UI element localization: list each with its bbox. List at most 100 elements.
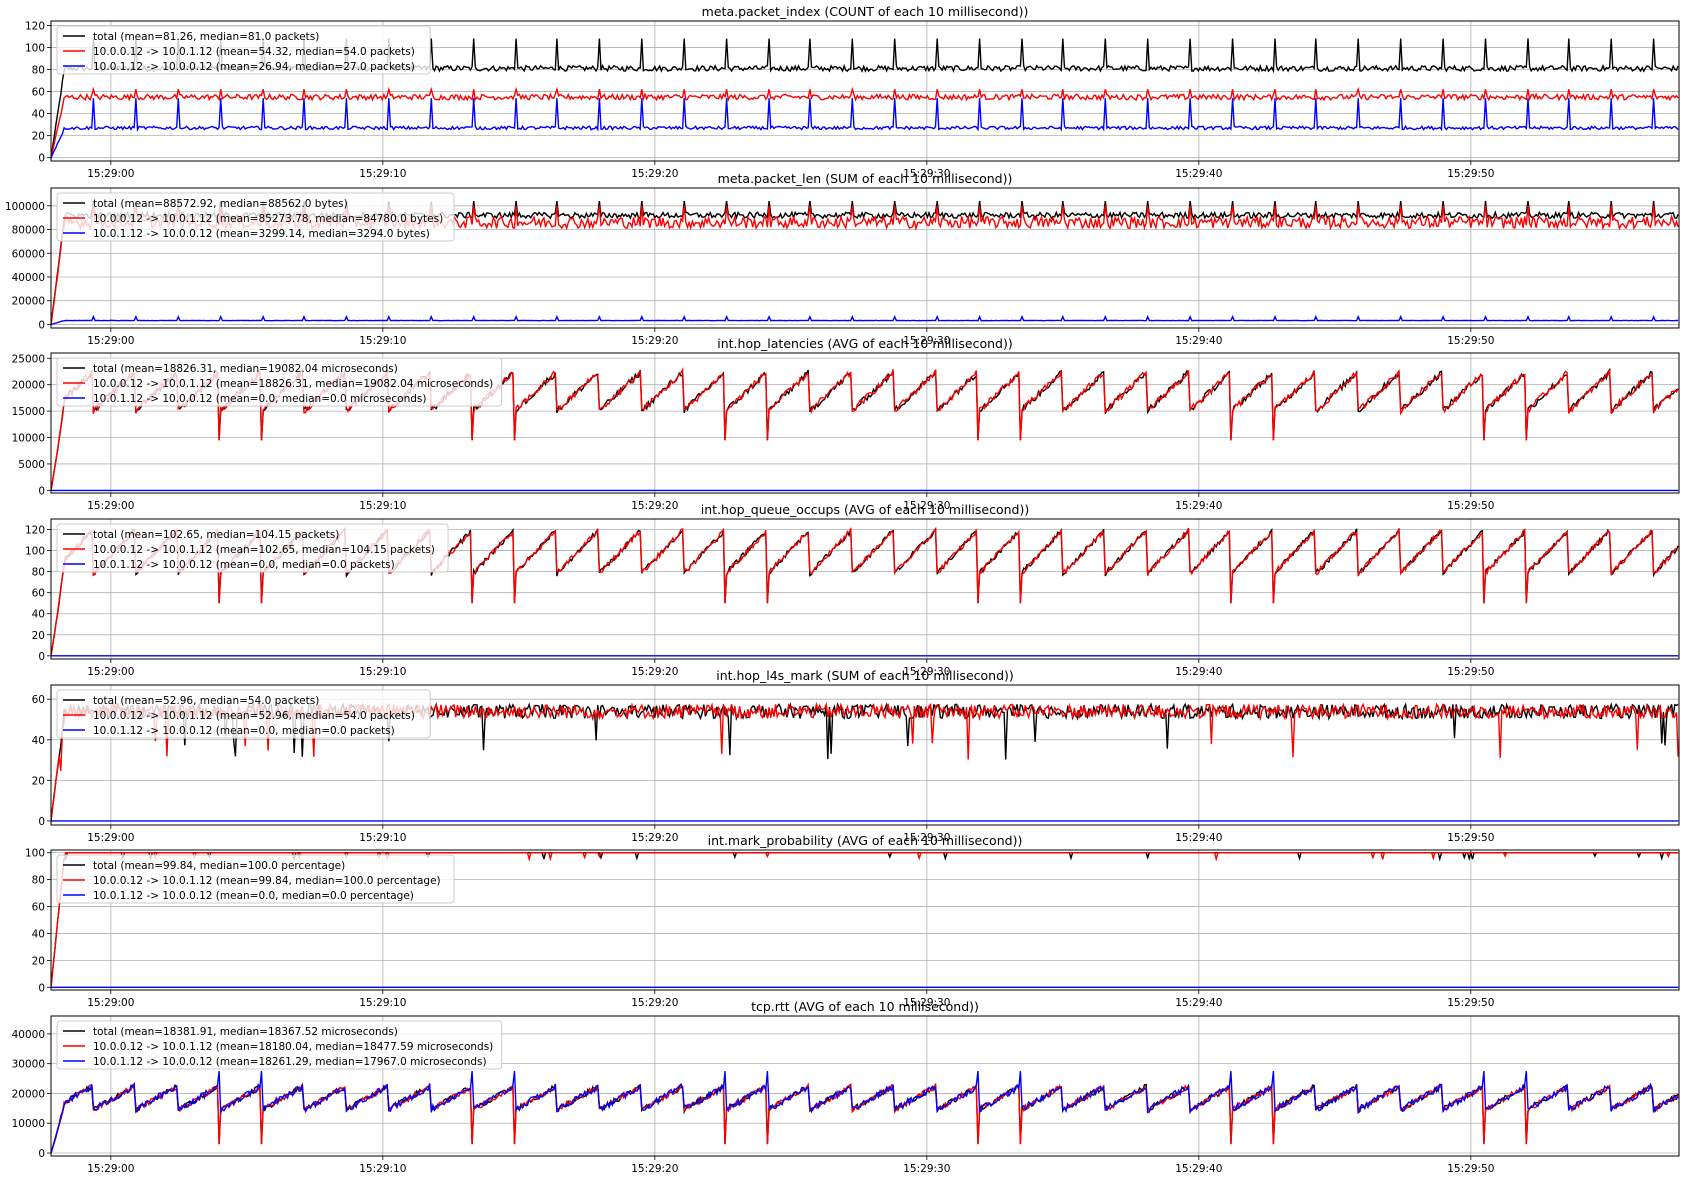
x-tick-label: 15:29:30 bbox=[903, 1163, 950, 1175]
y-tick-label: 0 bbox=[38, 651, 45, 663]
x-tick-label: 15:29:20 bbox=[631, 335, 678, 347]
legend-entry: 10.0.0.12 -> 10.0.1.12 (mean=99.84, medi… bbox=[93, 875, 441, 887]
legend: total (mean=18381.91, median=18367.52 mi… bbox=[56, 1020, 503, 1070]
legend-entry: total (mean=99.84, median=100.0 percenta… bbox=[93, 860, 345, 872]
x-tick-label: 15:29:30 bbox=[903, 832, 950, 844]
y-tick-label: 40 bbox=[32, 735, 45, 747]
legend-entry: 10.0.1.12 -> 10.0.0.12 (mean=0.0, median… bbox=[93, 559, 395, 571]
panel-title: int.hop_latencies (AVG of each 10 millis… bbox=[717, 336, 1012, 351]
y-tick-label: 60000 bbox=[12, 248, 45, 260]
y-tick-label: 40000 bbox=[12, 272, 45, 284]
plot-area bbox=[51, 850, 1679, 988]
legend-entry: 10.0.0.12 -> 10.0.1.12 (mean=18180.04, m… bbox=[93, 1041, 493, 1053]
series-line-3 bbox=[51, 314, 1679, 326]
x-tick-label: 15:29:50 bbox=[1447, 666, 1494, 678]
x-tick-label: 15:29:40 bbox=[1175, 168, 1222, 180]
y-tick-label: 80 bbox=[32, 65, 45, 77]
y-tick-label: 100 bbox=[25, 42, 45, 54]
panel-7: tcp.rtt (AVG of each 10 millisecond)) 0 10… bbox=[12, 999, 1680, 1175]
panel-6: int.mark_probability (AVG of each 10 mil… bbox=[25, 833, 1680, 1009]
y-tick-label: 5000 bbox=[18, 459, 45, 471]
panel-title: int.hop_l4s_mark (SUM of each 10 millise… bbox=[716, 668, 1014, 683]
panel-4: int.hop_queue_occups (AVG of each 10 mil… bbox=[25, 502, 1680, 678]
x-tick-label: 15:29:00 bbox=[87, 832, 134, 844]
plot-area bbox=[51, 1071, 1679, 1154]
x-tick-label: 15:29:00 bbox=[87, 500, 134, 512]
series-line-2 bbox=[51, 86, 1679, 158]
x-tick-label: 15:29:20 bbox=[631, 997, 678, 1009]
legend-box bbox=[56, 357, 503, 407]
y-tick-label: 0 bbox=[38, 982, 45, 994]
legend-entry: 10.0.1.12 -> 10.0.0.12 (mean=26.94, medi… bbox=[93, 61, 415, 73]
panel-title: int.mark_probability (AVG of each 10 mil… bbox=[708, 833, 1023, 848]
y-tick-label: 20000 bbox=[12, 1088, 45, 1100]
x-tick-label: 15:29:10 bbox=[359, 335, 406, 347]
y-tick-label: 10000 bbox=[12, 433, 45, 445]
y-tick-label: 0 bbox=[38, 153, 45, 165]
y-tick-label: 0 bbox=[38, 485, 45, 497]
legend: total (mean=52.96, median=54.0 packets) 1… bbox=[56, 689, 431, 739]
y-tick-label: 40 bbox=[32, 609, 45, 621]
x-tick-label: 15:29:10 bbox=[359, 832, 406, 844]
y-tick-label: 20 bbox=[32, 955, 45, 967]
plot-frame bbox=[50, 20, 1680, 162]
legend-entry: total (mean=102.65, median=104.15 packet… bbox=[93, 529, 339, 541]
legend: total (mean=99.84, median=100.0 percenta… bbox=[56, 854, 455, 904]
legend-entry: 10.0.0.12 -> 10.0.1.12 (mean=102.65, med… bbox=[93, 544, 435, 556]
plot-frame bbox=[50, 352, 1680, 494]
x-tick-label: 15:29:20 bbox=[631, 168, 678, 180]
y-tick-label: 0 bbox=[38, 816, 45, 828]
legend: total (mean=88572.92, median=88562.0 byt… bbox=[56, 192, 455, 242]
y-tick-label: 60 bbox=[32, 902, 45, 914]
x-tick-label: 15:29:30 bbox=[903, 335, 950, 347]
series-line-3 bbox=[51, 98, 1679, 158]
panel-title: meta.packet_index (COUNT of each 10 mill… bbox=[702, 4, 1029, 19]
panel-title: tcp.rtt (AVG of each 10 millisecond)) bbox=[751, 999, 979, 1014]
legend: total (mean=18826.31, median=19082.04 mi… bbox=[56, 357, 503, 407]
panel-title: meta.packet_len (SUM of each 10 millisec… bbox=[718, 171, 1013, 186]
x-tick-label: 15:29:40 bbox=[1175, 997, 1222, 1009]
x-tick-label: 15:29:30 bbox=[903, 997, 950, 1009]
x-tick-label: 15:29:50 bbox=[1447, 168, 1494, 180]
x-tick-label: 15:29:10 bbox=[359, 1163, 406, 1175]
legend-box bbox=[56, 689, 431, 739]
legend-box bbox=[56, 192, 455, 242]
x-tick-label: 15:29:00 bbox=[87, 1163, 134, 1175]
y-tick-label: 80 bbox=[32, 567, 45, 579]
y-tick-label: 60 bbox=[32, 87, 45, 99]
plot-frame bbox=[50, 1015, 1680, 1157]
legend-box bbox=[56, 523, 449, 573]
legend-box bbox=[56, 25, 431, 75]
x-tick-label: 15:29:40 bbox=[1175, 832, 1222, 844]
y-tick-label: 80 bbox=[32, 875, 45, 887]
x-tick-label: 15:29:30 bbox=[903, 666, 950, 678]
x-tick-label: 15:29:20 bbox=[631, 666, 678, 678]
legend-entry: total (mean=52.96, median=54.0 packets) bbox=[93, 695, 319, 707]
x-tick-label: 15:29:30 bbox=[903, 168, 950, 180]
y-tick-label: 20 bbox=[32, 775, 45, 787]
y-tick-label: 100 bbox=[25, 848, 45, 860]
x-tick-label: 15:29:50 bbox=[1447, 500, 1494, 512]
x-tick-label: 15:29:40 bbox=[1175, 666, 1222, 678]
x-tick-label: 15:29:40 bbox=[1175, 500, 1222, 512]
legend-entry: total (mean=88572.92, median=88562.0 byt… bbox=[93, 198, 348, 210]
y-tick-label: 0 bbox=[38, 319, 45, 331]
legend-entry: 10.0.0.12 -> 10.0.1.12 (mean=52.96, medi… bbox=[93, 710, 415, 722]
x-tick-label: 15:29:10 bbox=[359, 997, 406, 1009]
y-tick-label: 0 bbox=[38, 1148, 45, 1160]
x-tick-label: 15:29:50 bbox=[1447, 997, 1494, 1009]
legend-entry: 10.0.0.12 -> 10.0.1.12 (mean=54.32, medi… bbox=[93, 46, 415, 58]
x-tick-label: 15:29:50 bbox=[1447, 832, 1494, 844]
y-tick-label: 20 bbox=[32, 630, 45, 642]
x-tick-label: 15:29:10 bbox=[359, 500, 406, 512]
panel-3: int.hop_latencies (AVG of each 10 millis… bbox=[12, 336, 1680, 512]
legend-box bbox=[56, 854, 455, 904]
x-tick-label: 15:29:20 bbox=[631, 1163, 678, 1175]
legend-entry: 10.0.1.12 -> 10.0.0.12 (mean=0.0, median… bbox=[93, 725, 395, 737]
x-tick-label: 15:29:00 bbox=[87, 997, 134, 1009]
panel-1: meta.packet_index (COUNT of each 10 mill… bbox=[25, 4, 1680, 180]
y-tick-label: 30000 bbox=[12, 1059, 45, 1071]
legend-entry: 10.0.1.12 -> 10.0.0.12 (mean=0.0, median… bbox=[93, 890, 414, 902]
y-tick-label: 15000 bbox=[12, 406, 45, 418]
